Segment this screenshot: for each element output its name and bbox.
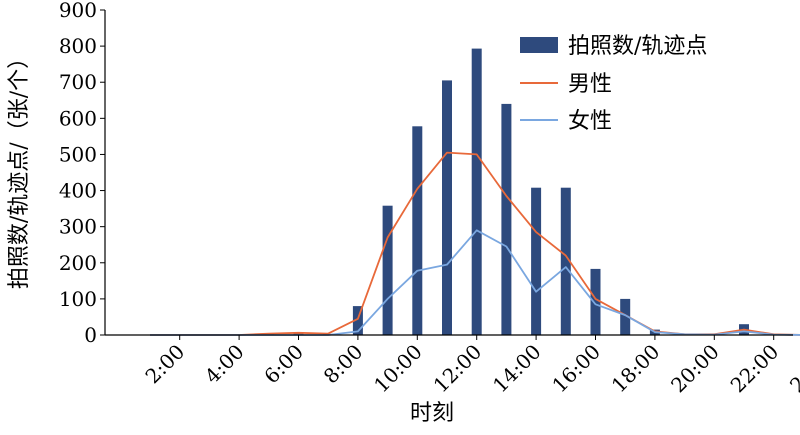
y-tick-label: 400 [59,179,97,203]
y-tick-label: 700 [59,70,97,94]
y-tick-label: 200 [59,251,97,275]
y-tick-label: 100 [59,287,97,311]
y-tick-label: 800 [59,34,97,58]
legend-label-female: 女性 [568,109,612,134]
x-tick-label: 16:00 [547,340,605,398]
y-tick-label: 0 [84,323,97,347]
x-axis-title: 时刻 [410,401,454,426]
legend-label-male: 男性 [568,72,612,97]
x-tick-label: 24:00 [785,340,800,398]
axes-layer [104,10,793,336]
y-tick-label: 500 [59,142,97,166]
x-tick-label: 20:00 [666,340,724,398]
y-axis-title: 拍照数/轨迹点/（张/个） [7,47,32,289]
x-tick-label: 6:00 [259,340,308,389]
bar [412,126,423,335]
bar [352,306,363,335]
x-tick-label: 4:00 [200,340,249,389]
y-tick-labels: 0 100 200 300 400 500 600 700 800 900 [59,0,105,347]
bar [442,80,452,336]
bar [531,187,542,335]
bar [382,205,393,335]
bar [590,268,601,335]
x-tick-label: 12:00 [429,340,487,398]
legend: 拍照数/轨迹点 男性 女性 [520,34,707,134]
bar [471,48,482,335]
x-tick-labels: 2:00 4:00 6:00 8:00 10:00 12:00 14:00 16:00 18:0… [141,335,800,397]
x-tick-label: 22:00 [726,340,784,398]
y-tick-label: 300 [59,215,97,239]
x-tick-label: 8:00 [319,340,368,389]
legend-swatch-bar [520,37,558,53]
bar-layer [263,48,779,336]
x-tick-label: 2:00 [141,340,190,389]
x-tick-label: 14:00 [488,340,546,398]
y-tick-label: 900 [59,0,97,22]
legend-label-photos: 拍照数/轨迹点 [568,34,707,59]
bar [501,103,512,336]
y-tick-label: 600 [59,106,97,130]
bar [560,187,571,335]
x-tick-label: 10:00 [369,340,427,398]
bar [620,298,631,335]
x-tick-label: 18:00 [607,340,665,398]
